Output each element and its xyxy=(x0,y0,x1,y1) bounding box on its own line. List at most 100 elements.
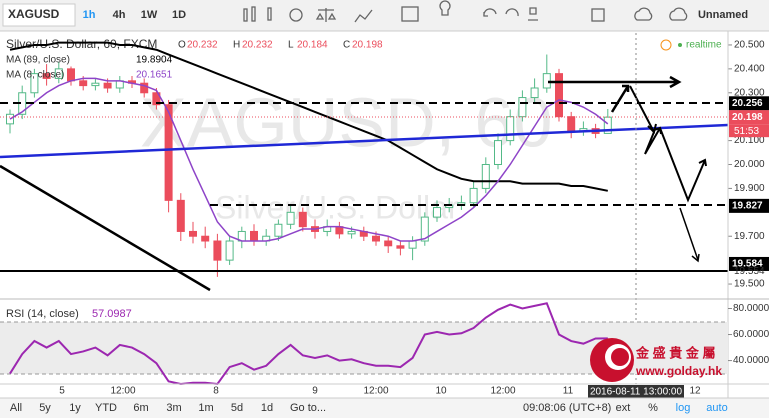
clock-icon xyxy=(660,39,672,51)
chart-title: Silver/U.S. Dollar, 60, FXCM xyxy=(6,37,157,51)
candle-body xyxy=(286,211,295,225)
candle-body xyxy=(201,235,210,242)
toolbar-icons xyxy=(243,0,688,23)
range-button[interactable]: 5y xyxy=(39,402,51,414)
candle-body xyxy=(408,240,417,249)
price-label: 19.827 xyxy=(732,201,763,212)
time-label: 10 xyxy=(435,386,447,397)
time-label: 12:00 xyxy=(110,386,135,397)
range-button[interactable]: 6m xyxy=(133,402,148,414)
range-button[interactable]: All xyxy=(10,402,22,414)
ohlc-letter: H xyxy=(233,40,240,51)
ohlc-value: 20.232 xyxy=(187,40,218,51)
range-button[interactable]: 1d xyxy=(261,402,273,414)
logo-name: 金 盛 貴 金 屬 xyxy=(635,345,715,360)
time-label: 9 xyxy=(312,386,318,397)
scale-option[interactable]: log xyxy=(676,402,691,414)
time-label: 11 xyxy=(563,386,574,397)
range-button[interactable]: 1m xyxy=(198,402,213,414)
ohlc-letter: C xyxy=(343,40,350,51)
watermark: XAGUSD, 60 xyxy=(140,83,552,161)
candle-body xyxy=(420,216,429,242)
goto[interactable]: Go to... xyxy=(290,402,326,414)
candle-body xyxy=(274,223,283,237)
candle-body xyxy=(140,82,149,94)
drawings xyxy=(0,33,729,384)
interval-button[interactable]: 4h xyxy=(113,9,126,21)
candle-body xyxy=(67,68,75,82)
candle-body xyxy=(250,230,258,242)
time-label: 12:00 xyxy=(363,386,388,397)
logo: 金 盛 貴 金 屬 www.golday.hk xyxy=(590,338,722,382)
candle-body xyxy=(103,82,112,89)
price-label-box xyxy=(729,256,769,271)
candle-body xyxy=(603,116,612,134)
y-tick-label: 19.500 xyxy=(734,279,765,290)
y-tick-label: 20.100 xyxy=(734,135,765,146)
ohlc-value: 20.232 xyxy=(242,40,273,51)
candle-body xyxy=(189,230,197,237)
legend-value: 20.1651 xyxy=(136,70,173,81)
price-label: 19.584 xyxy=(732,259,763,270)
low-label: 19.554 xyxy=(734,266,765,277)
range-button[interactable]: 3m xyxy=(166,402,181,414)
y-tick-label: 20.500 xyxy=(734,40,765,51)
candle-body xyxy=(372,235,380,242)
y-tick-label: 19.900 xyxy=(734,183,765,194)
ma-line xyxy=(9,77,609,242)
range-button[interactable]: 5d xyxy=(231,402,243,414)
range-button[interactable]: YTD xyxy=(95,402,117,414)
candle-body xyxy=(518,97,527,118)
scale-option[interactable]: auto xyxy=(706,402,727,414)
candle-body xyxy=(530,87,539,99)
legend-name: MA (8, close) xyxy=(6,70,64,81)
symbol[interactable]: XAGUSD xyxy=(8,7,60,21)
rsi-value: 57.0987 xyxy=(92,308,132,320)
time-label: 12 xyxy=(689,386,701,397)
candle-body xyxy=(567,116,576,132)
scale-option[interactable]: % xyxy=(648,402,658,414)
ohlc-letter: O xyxy=(178,40,186,51)
candle-body xyxy=(176,199,185,232)
countdown: 51:53 xyxy=(734,126,759,137)
scale-option[interactable]: ext xyxy=(616,402,631,414)
cursor-time: 2016-08-11 13:00:00 xyxy=(590,387,683,398)
range-button[interactable]: 1y xyxy=(69,402,81,414)
candle-body xyxy=(555,73,563,118)
interval-button[interactable]: 1h xyxy=(83,9,96,21)
rsi-tick-label: 40.0000 xyxy=(733,355,769,366)
realtime-label: realtime xyxy=(686,40,722,51)
rsi-name: RSI (14, close) xyxy=(6,308,79,320)
candle-body xyxy=(506,116,515,142)
price-label: 20.198 xyxy=(732,112,763,123)
toolbar xyxy=(0,0,769,31)
rsi-line xyxy=(9,302,608,386)
symbol-box[interactable] xyxy=(2,3,76,27)
candle-body xyxy=(42,73,51,79)
candle-body xyxy=(79,80,88,87)
layout-name[interactable]: Unnamed xyxy=(698,9,748,21)
price-label-box xyxy=(729,198,769,213)
countdown-box xyxy=(729,124,769,138)
bottom-bar xyxy=(0,398,769,418)
time-label: 8 xyxy=(213,386,219,397)
time-label: 12:00 xyxy=(490,386,515,397)
candle-body xyxy=(91,82,100,87)
candle-body xyxy=(152,92,161,106)
candle-body xyxy=(481,164,490,189)
logo-url: www.golday.hk xyxy=(635,364,722,378)
legend-name: MA (89, close) xyxy=(6,55,70,66)
y-tick-label: 20.000 xyxy=(734,159,765,170)
candle-body xyxy=(164,104,173,201)
y-tick-label: 19.700 xyxy=(734,231,765,242)
candle-body xyxy=(54,68,63,79)
interval-button[interactable]: 1D xyxy=(172,9,186,21)
candle-body xyxy=(298,211,307,228)
y-tick-label: 20.300 xyxy=(734,87,765,98)
price-label-box xyxy=(729,96,769,111)
watermark-subtitle: Silver/U.S. Dollar xyxy=(215,189,459,225)
ohlc-letter: L xyxy=(288,40,294,51)
ohlc-value: 20.184 xyxy=(297,40,328,51)
interval-button[interactable]: 1W xyxy=(141,9,158,21)
